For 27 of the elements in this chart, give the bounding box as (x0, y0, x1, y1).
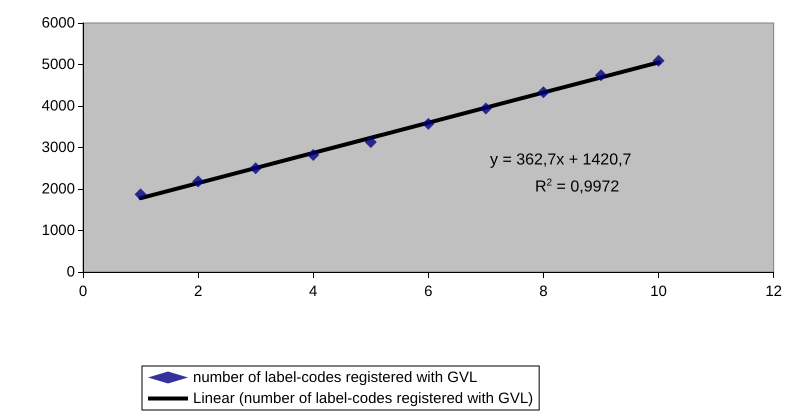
x-tick-label: 8 (539, 283, 548, 300)
point (364, 136, 377, 148)
x-tick-label: 6 (424, 283, 432, 300)
point (250, 162, 262, 174)
y-tick-label: 4000 (42, 98, 75, 114)
point (652, 54, 665, 67)
x-tick-label: 10 (650, 283, 667, 300)
point (307, 148, 320, 161)
x-tick-label: 4 (309, 283, 318, 300)
annotation: y = 362,7x + 1420,7 (490, 152, 632, 168)
point (537, 86, 550, 98)
point (422, 118, 434, 130)
x-tick-label: 2 (194, 283, 202, 300)
x-tick-label: 12 (765, 283, 782, 300)
y-tick-label: 1000 (42, 222, 75, 239)
legend-label: Linear (number of label-codes registered with GVL) (193, 390, 534, 407)
point (134, 188, 147, 200)
y-tick-label: 0 (66, 264, 75, 280)
point (192, 176, 204, 188)
x-tick-label: 0 (78, 283, 88, 300)
point (594, 69, 607, 82)
legend-label: number of label-codes registered with GVL (193, 369, 478, 386)
y-tick-label: 2000 (42, 180, 75, 198)
y-tick-label: 6000 (42, 14, 75, 32)
y-tick-label: 3000 (42, 139, 75, 156)
point (480, 102, 492, 114)
y-tick-label: 5000 (42, 56, 75, 73)
